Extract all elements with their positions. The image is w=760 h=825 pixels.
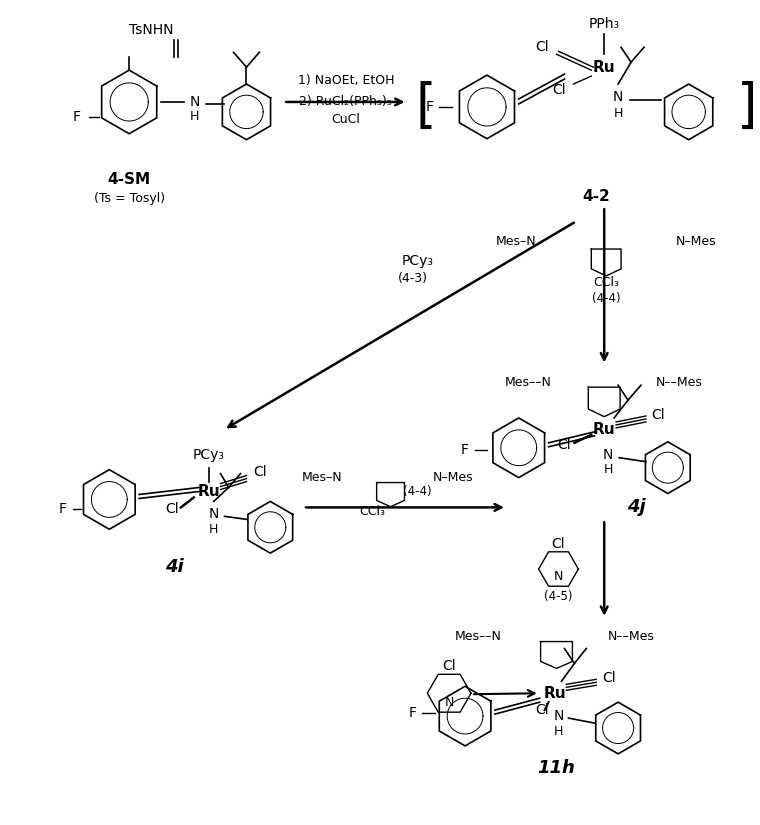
Text: N–Mes: N–Mes	[432, 471, 473, 484]
Text: F: F	[461, 443, 469, 457]
Text: ]: ]	[737, 81, 758, 133]
Text: N: N	[189, 95, 200, 109]
Text: Cl: Cl	[602, 672, 616, 686]
Text: F: F	[59, 502, 67, 516]
Text: N: N	[445, 695, 454, 709]
Text: Cl: Cl	[253, 464, 267, 478]
Text: CCl₃: CCl₃	[359, 505, 385, 518]
Text: H: H	[209, 523, 218, 535]
Text: (4-3): (4-3)	[397, 272, 427, 285]
Text: Ru: Ru	[593, 59, 616, 75]
Text: PPh₃: PPh₃	[589, 17, 619, 31]
Text: 4i: 4i	[165, 558, 183, 576]
Text: 4j: 4j	[627, 498, 645, 516]
Text: (4-4): (4-4)	[592, 292, 620, 305]
Text: N––Mes: N––Mes	[656, 375, 703, 389]
Text: Mes––N: Mes––N	[455, 630, 502, 644]
Text: F: F	[72, 110, 81, 124]
Text: N––Mes: N––Mes	[608, 630, 655, 644]
Text: Mes–N: Mes–N	[302, 471, 343, 484]
Text: CCl₃: CCl₃	[594, 276, 619, 290]
Text: N: N	[613, 90, 623, 104]
Text: N: N	[554, 570, 563, 583]
Text: 4-2: 4-2	[582, 189, 610, 204]
Text: N–Mes: N–Mes	[676, 234, 717, 248]
Text: PCy₃: PCy₃	[401, 254, 433, 268]
Text: N: N	[553, 710, 564, 723]
Text: H: H	[603, 463, 613, 476]
Text: Mes–N: Mes–N	[496, 234, 537, 248]
Text: F: F	[426, 100, 433, 114]
Text: Cl: Cl	[535, 40, 549, 54]
Text: Mes––N: Mes––N	[505, 375, 552, 389]
Text: F: F	[408, 706, 416, 720]
Text: N: N	[603, 448, 613, 462]
Text: (Ts = Tosyl): (Ts = Tosyl)	[93, 192, 165, 205]
Text: H: H	[554, 724, 563, 738]
Text: TsNHN: TsNHN	[129, 23, 174, 37]
Text: Cl: Cl	[442, 659, 456, 673]
Text: Ru: Ru	[198, 484, 220, 499]
Text: N: N	[208, 507, 219, 521]
Text: Cl: Cl	[651, 408, 664, 422]
Text: 1) NaOEt, EtOH: 1) NaOEt, EtOH	[298, 73, 394, 87]
Text: Cl: Cl	[552, 537, 565, 551]
Text: Ru: Ru	[543, 686, 566, 700]
Text: PCy₃: PCy₃	[193, 448, 225, 462]
Text: 2) RuCl₂(PPh₃)₃: 2) RuCl₂(PPh₃)₃	[299, 96, 392, 108]
Text: Cl: Cl	[535, 703, 549, 717]
Text: (4-4): (4-4)	[403, 485, 432, 498]
Text: (4-5): (4-5)	[544, 591, 573, 603]
Text: Ru: Ru	[593, 422, 616, 437]
Text: Cl: Cl	[165, 502, 179, 516]
Text: Cl: Cl	[558, 438, 572, 452]
Text: [: [	[416, 81, 436, 133]
Text: H: H	[613, 107, 622, 120]
Text: 4-SM: 4-SM	[108, 172, 150, 187]
Text: H: H	[190, 111, 199, 124]
Text: Cl: Cl	[553, 83, 566, 97]
Text: 11h: 11h	[537, 759, 575, 777]
Text: CuCl: CuCl	[331, 113, 360, 126]
